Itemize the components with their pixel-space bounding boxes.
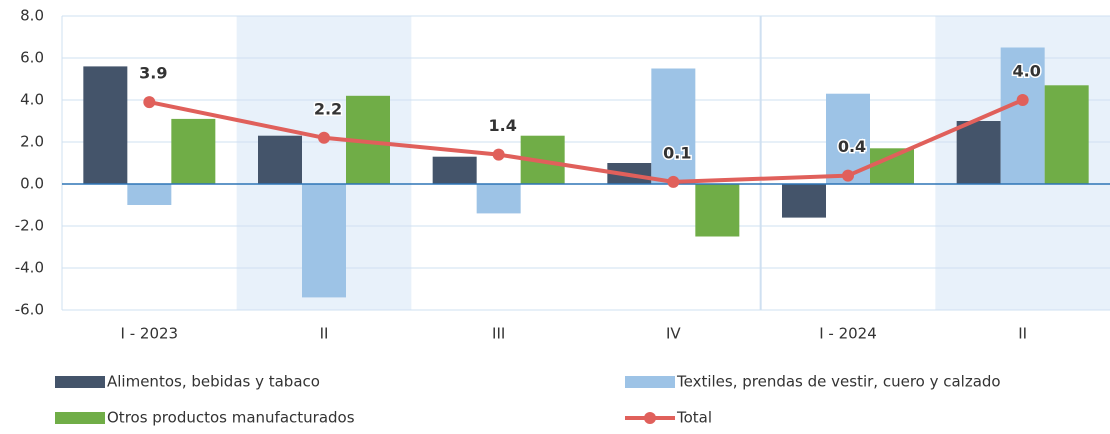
bar: [83, 66, 128, 184]
bar: [302, 184, 346, 298]
y-tick-label: 6.0: [20, 49, 44, 67]
point: [492, 148, 505, 161]
legend-swatch-point: [644, 412, 656, 424]
point: [1016, 94, 1029, 106]
legend-swatch: [55, 376, 105, 388]
x-tick-label: I - 2024: [819, 325, 877, 343]
legend-swatch: [625, 376, 675, 388]
bar: [956, 121, 1001, 184]
bar: [432, 156, 477, 184]
point: [143, 96, 156, 109]
x-tick-label: IV: [666, 325, 681, 343]
y-tick-label: -6.0: [15, 301, 44, 319]
bar: [782, 184, 826, 218]
value-label: 1.4: [488, 116, 516, 135]
x-tick-label: II: [320, 325, 329, 343]
legend-label: Textiles, prendas de vestir, cuero y cal…: [676, 373, 1001, 391]
value-label: 0.1: [663, 143, 691, 162]
bar: [171, 118, 216, 184]
bar: [1000, 47, 1045, 184]
legend-label: Total: [676, 409, 712, 427]
line: [148, 98, 1024, 184]
point: [667, 175, 680, 188]
value-label: 0.4: [838, 137, 866, 156]
y-tick-label: 0.0: [20, 175, 44, 193]
y-tick-label: -2.0: [15, 217, 44, 235]
bar: [258, 135, 302, 184]
legend-label: Otros productos manufacturados: [107, 409, 355, 427]
y-tick-label: 2.0: [20, 133, 44, 151]
y-tick-label: -4.0: [15, 259, 44, 277]
y-tick-label: 8.0: [20, 7, 44, 25]
x-tick-label: II: [1018, 325, 1027, 343]
y-tick-label: 4.0: [20, 91, 44, 109]
bar: [127, 184, 172, 205]
value-label: 3.9: [139, 64, 167, 83]
bar: [651, 68, 696, 184]
value-label: 4.0: [1012, 62, 1040, 81]
bar: [695, 184, 740, 237]
bar: [476, 184, 521, 214]
x-tick-label: I - 2023: [121, 325, 179, 343]
bar: [1044, 85, 1089, 184]
bar: [870, 148, 914, 184]
x-tick-label: III: [492, 325, 505, 343]
legend-swatch: [55, 412, 105, 424]
legend-label: Alimentos, bebidas y tabaco: [107, 373, 320, 391]
point: [842, 169, 854, 182]
point: [318, 131, 330, 144]
value-label: 2.2: [314, 99, 342, 118]
